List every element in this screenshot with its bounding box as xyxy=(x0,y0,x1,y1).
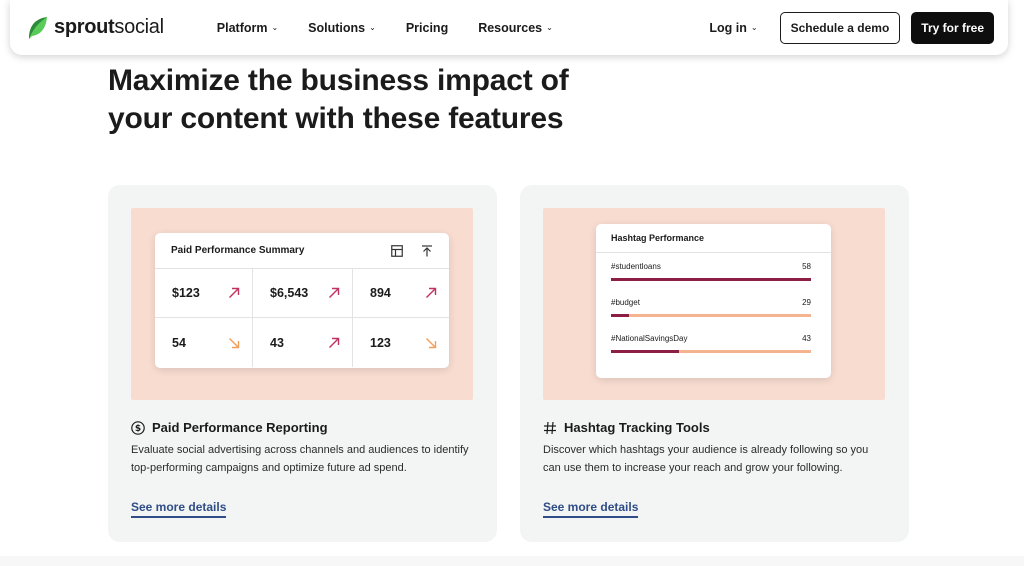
trend-down-arrow-icon xyxy=(228,337,240,349)
metric-cell: $123 xyxy=(155,269,253,318)
trend-down-arrow-icon xyxy=(425,337,437,349)
nav-solutions[interactable]: Solutions ⌄ xyxy=(308,20,376,35)
widget-title: Paid Performance Summary xyxy=(171,245,305,256)
trend-up-arrow-icon xyxy=(328,287,340,299)
trend-up-arrow-icon xyxy=(228,287,240,299)
login-link[interactable]: Log in ⌄ xyxy=(709,20,758,35)
chevron-down-icon: ⌄ xyxy=(750,23,758,32)
metric-cell: 123 xyxy=(353,318,449,367)
hashtag-bar xyxy=(611,314,811,317)
hashtag-label: #studentloans xyxy=(611,262,661,271)
see-more-details-link[interactable]: See more details xyxy=(543,500,639,518)
feature-description: Discover which hashtags your audience is… xyxy=(543,444,869,474)
svg-text:$: $ xyxy=(135,424,141,434)
chevron-down-icon: ⌄ xyxy=(369,23,376,32)
feature-visual: Paid Performance Summary $123 $6,543 894… xyxy=(131,208,473,400)
widget-header: Hashtag Performance xyxy=(596,224,831,253)
top-navbar: sproutsocial Platform ⌄ Solutions ⌄ Pricin… xyxy=(10,0,1008,55)
paid-performance-summary-widget: Paid Performance Summary $123 $6,543 894… xyxy=(155,233,449,368)
hashtag-row: #NationalSavingsDay 43 xyxy=(611,334,811,353)
metric-cell: 54 xyxy=(155,318,253,367)
trend-up-arrow-icon xyxy=(425,287,437,299)
feature-title: $ Paid Performance Reporting xyxy=(131,420,328,435)
nav-actions: Log in ⌄ Schedule a demo Try for free xyxy=(709,11,994,44)
sprout-social-logo[interactable]: sproutsocial xyxy=(26,15,164,41)
hashtag-bar xyxy=(611,278,811,281)
chevron-down-icon: ⌄ xyxy=(271,23,279,32)
sprout-leaf-icon xyxy=(29,16,47,39)
schedule-demo-button[interactable]: Schedule a demo xyxy=(779,11,901,44)
trend-up-arrow-icon xyxy=(328,337,340,349)
feature-visual: Hashtag Performance #studentloans 58 #bud… xyxy=(543,208,885,400)
nav-platform[interactable]: Platform ⌄ xyxy=(216,20,279,35)
hashtag-count: 29 xyxy=(802,298,811,307)
hashtag-count: 43 xyxy=(802,334,811,343)
export-icon xyxy=(421,244,433,257)
hashtag-bar-fill xyxy=(611,278,811,281)
hash-icon xyxy=(543,421,557,435)
try-for-free-button[interactable]: Try for free xyxy=(911,11,994,44)
heading-line-2: your content with these features xyxy=(108,102,564,135)
feature-title: Hashtag Tracking Tools xyxy=(543,420,710,435)
dollar-circle-icon: $ xyxy=(131,420,145,435)
metric-cell: 43 xyxy=(253,318,353,367)
feature-description: Evaluate social advertising across chann… xyxy=(131,444,469,474)
widget-header: Paid Performance Summary xyxy=(155,233,449,269)
nav-pricing[interactable]: Pricing xyxy=(405,20,449,35)
hashtag-bar-fill xyxy=(611,314,629,317)
nav-links: Platform ⌄ Solutions ⌄ Pricing Resources ⌄ xyxy=(217,21,583,35)
metrics-grid: $123 $6,543 894 54 43 123 xyxy=(155,269,449,367)
hashtag-bar-fill xyxy=(611,350,679,353)
hashtag-count: 58 xyxy=(802,262,811,271)
hashtag-label: #budget xyxy=(611,298,640,307)
heading-line-1: Maximize the business impact of xyxy=(108,64,569,97)
feature-card-hashtag-tracking: Hashtag Performance #studentloans 58 #bud… xyxy=(520,185,909,542)
brand-wordmark: sproutsocial xyxy=(54,16,164,38)
next-section-edge xyxy=(0,556,1024,566)
hashtag-bar xyxy=(611,350,811,353)
hashtag-performance-widget: Hashtag Performance #studentloans 58 #bud… xyxy=(596,224,831,378)
table-icon xyxy=(391,244,403,257)
chevron-down-icon: ⌄ xyxy=(546,23,553,32)
see-more-details-link[interactable]: See more details xyxy=(131,500,227,518)
section-heading: Maximize the business impact of your con… xyxy=(108,62,628,138)
nav-resources[interactable]: Resources ⌄ xyxy=(478,20,553,35)
hashtag-label: #NationalSavingsDay xyxy=(611,334,688,343)
metric-cell: 894 xyxy=(353,269,449,318)
hashtag-row: #budget 29 xyxy=(611,298,811,317)
widget-title: Hashtag Performance xyxy=(611,233,705,243)
feature-card-paid-performance: Paid Performance Summary $123 $6,543 894… xyxy=(108,185,497,542)
metric-cell: $6,543 xyxy=(253,269,353,318)
hashtag-row: #studentloans 58 xyxy=(611,262,811,281)
